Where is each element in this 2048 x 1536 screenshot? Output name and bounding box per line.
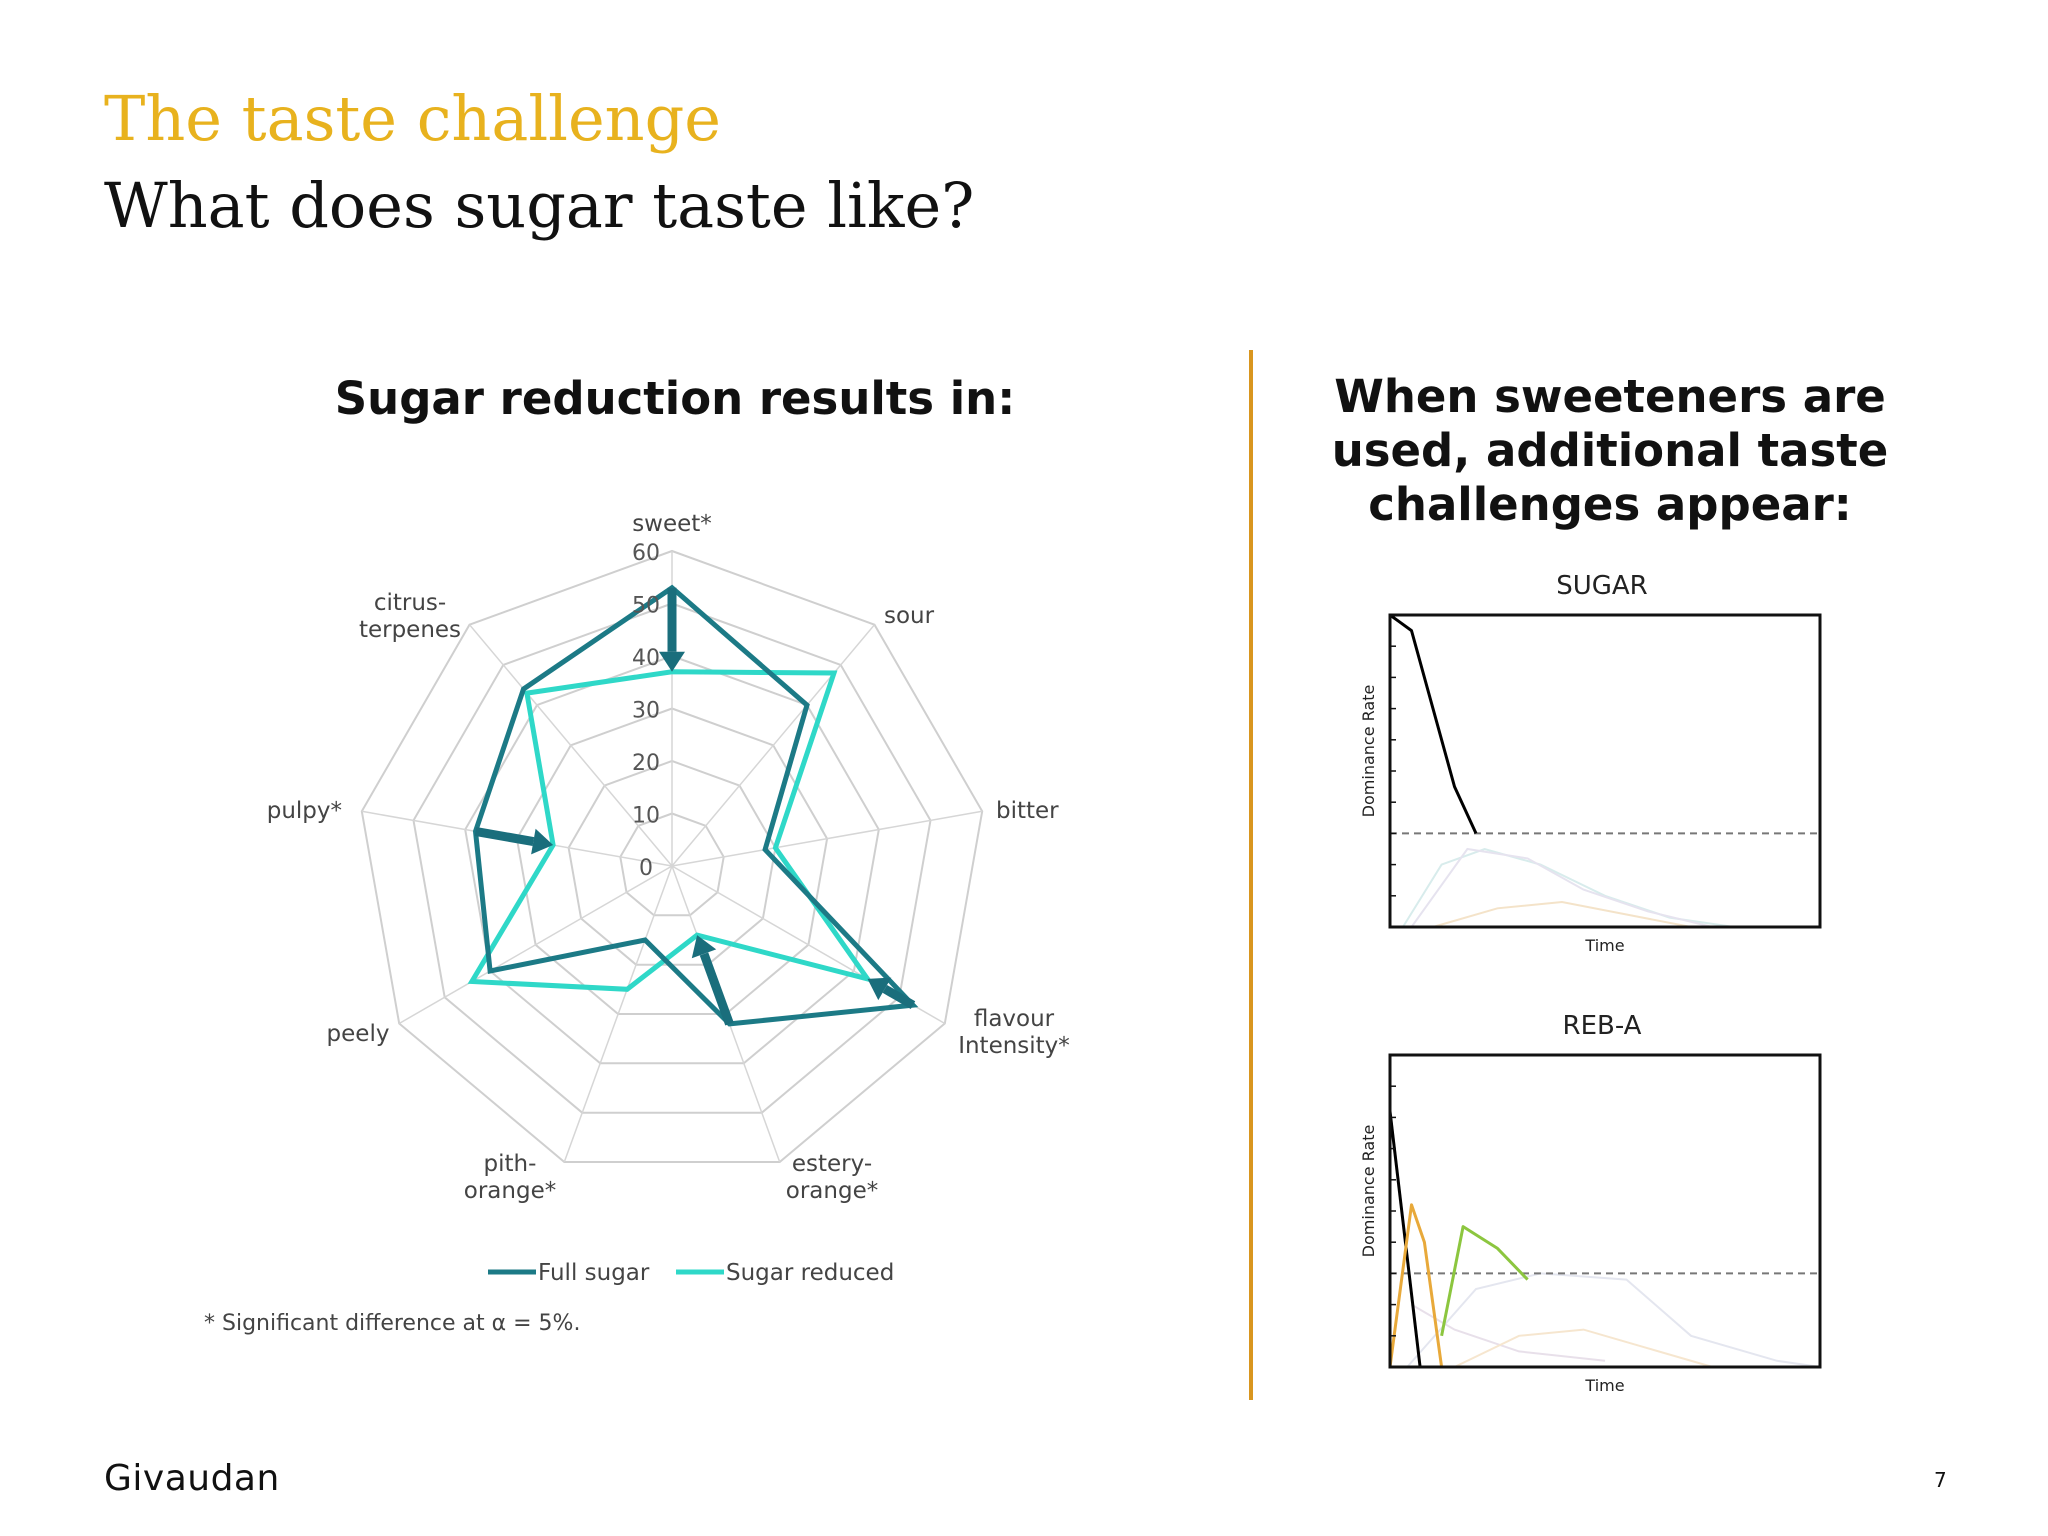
radar-axis-label: pulpy* [267, 798, 342, 824]
radar-axis-label: orange* [464, 1178, 556, 1204]
left-section-heading: Sugar reduction results in: [334, 372, 1016, 425]
tds-y-axis-label: Dominance Rate [1359, 685, 1378, 818]
right-heading-line-1: When sweeteners are [1334, 370, 1886, 423]
radar-tick-label: 40 [632, 646, 660, 671]
radar-grid-ring [464, 654, 880, 1065]
difference-arrow-head [691, 935, 717, 959]
radar-tick-label: 0 [639, 856, 653, 881]
radar-axis-label: peely [327, 1021, 390, 1047]
tds-background-curve [1410, 847, 1713, 928]
difference-arrow-head [867, 977, 892, 1001]
tds-chart-title: REB-A [1563, 1011, 1642, 1041]
radar-tick-label: 50 [632, 594, 660, 619]
radar-axis-label: pith- [484, 1151, 537, 1177]
difference-arrow-shaft [882, 984, 916, 1010]
difference-arrow-head [659, 651, 685, 672]
tds-chart-title: SUGAR [1556, 571, 1648, 601]
slide-subtitle: What does sugar taste like? [104, 169, 975, 242]
radar-axis-label: sour [884, 603, 935, 629]
difference-arrow-head [531, 828, 554, 855]
radar-tick-label: 60 [632, 541, 660, 566]
tds-background-curve [1406, 1272, 1821, 1368]
difference-arrow-shaft [474, 826, 535, 847]
tds-y-axis-label: Dominance Rate [1359, 1125, 1378, 1258]
reb-a-dominance-chart: REB-A Time Dominance Rate [1359, 1011, 1822, 1395]
radar-footnote: * Significant difference at α = 5%. [204, 1311, 580, 1336]
radar-grid-ring [619, 812, 725, 917]
legend-label-sugar-reduced: Sugar reduced [726, 1260, 894, 1286]
radar-axis-label: sweet* [632, 511, 712, 537]
page-number: 7 [1934, 1468, 1947, 1492]
right-section-heading: When sweeteners are used, additional tas… [1290, 370, 1930, 532]
radar-chart: 0 10 20 30 40 50 60 sweet* sour bitter flavourInte… [204, 511, 1070, 1336]
radar-spoke [563, 865, 673, 1163]
legend-label-full-sugar: Full sugar [538, 1260, 650, 1286]
full-sugar-series [472, 584, 919, 1027]
tds-background-curve [1402, 847, 1735, 928]
radar-axis-label: bitter [996, 798, 1059, 824]
givaudan-logo: Givaudan [104, 1458, 280, 1499]
tds-series-green-curve [1440, 1225, 1529, 1337]
difference-arrow-shaft [699, 952, 734, 1026]
right-heading-line-2: used, additional taste [1331, 424, 1889, 477]
radar-spoke [671, 624, 876, 867]
radar-spoke [671, 810, 983, 867]
tds-background-curve [1410, 1303, 1606, 1362]
tds-background-curve [1454, 1328, 1713, 1368]
radar-tick-label: 10 [632, 804, 660, 829]
radar-grid-ring [360, 549, 984, 1163]
tds-series-black-curve [1388, 1111, 1422, 1368]
slide-title: The taste challenge [104, 82, 721, 155]
tds-plot-frame [1388, 1053, 1822, 1369]
radar-axis-label: estery- [792, 1151, 872, 1177]
sugar-reduced-series [467, 669, 874, 992]
tds-x-axis-label: Time [1584, 936, 1624, 955]
tds-plot-frame [1388, 613, 1822, 929]
tds-background-curve [1432, 900, 1692, 928]
radar-grid-ring [412, 602, 932, 1114]
right-heading-line-3: challenges appear: [1368, 478, 1852, 531]
radar-axis-label: Intensity* [958, 1033, 1070, 1059]
tds-x-axis-label: Time [1584, 1376, 1624, 1395]
radar-spoke [398, 865, 673, 1025]
section-divider [1249, 350, 1253, 1400]
radar-axis-label: orange* [786, 1178, 878, 1204]
tds-series-orange-curve [1388, 1203, 1444, 1368]
tds-sugar-curve [1389, 613, 1478, 835]
sugar-dominance-chart: SUGAR Time Dominance Rate [1359, 571, 1822, 955]
radar-tick-label: 20 [632, 751, 660, 776]
radar-spoke [468, 624, 673, 867]
radar-axis-label: flavour [974, 1006, 1055, 1032]
radar-tick-label: 30 [632, 699, 660, 724]
radar-axis-label: terpenes [359, 617, 461, 643]
radar-axis-label: citrus- [374, 590, 446, 616]
